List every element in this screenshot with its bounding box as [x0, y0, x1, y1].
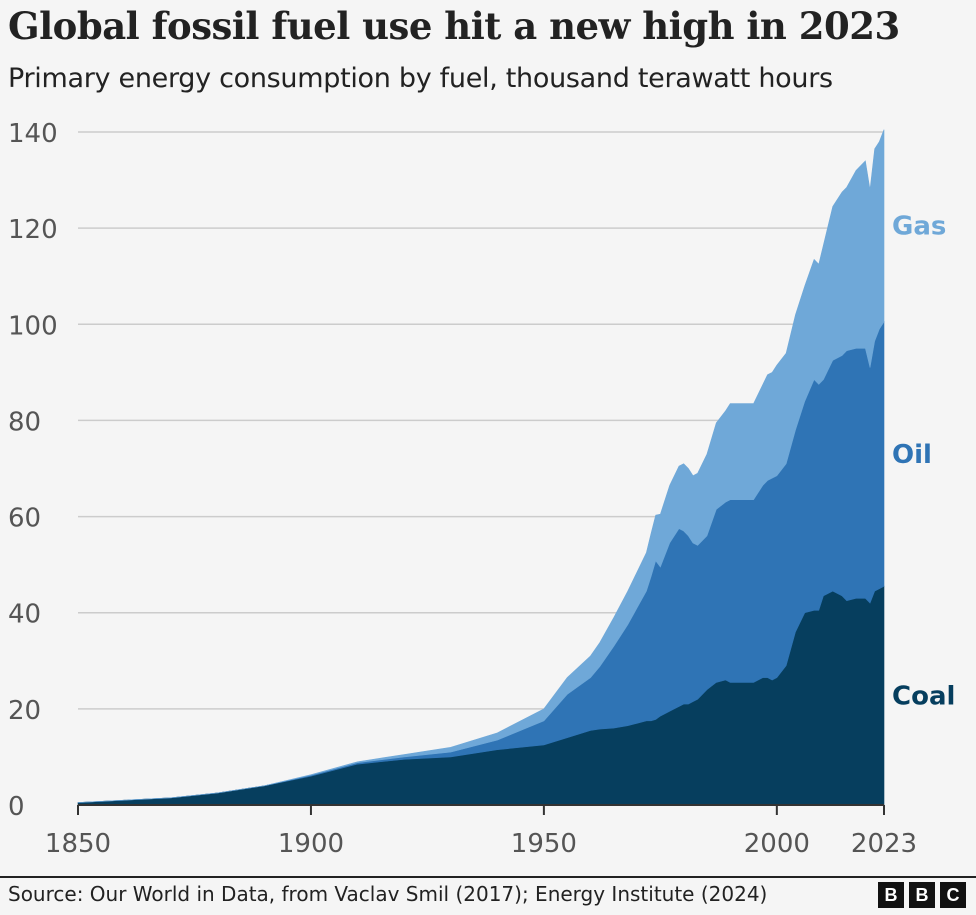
bbc-logo-block: B — [878, 882, 904, 908]
stacked-area-chart: 0 20 40 60 80 100 120 140 1850 1900 1950 2000 2023 C… — [8, 119, 955, 859]
chart-subtitle: Primary energy consumption by fuel, thou… — [8, 63, 833, 94]
series-label-coal: Coal — [892, 682, 955, 712]
bbc-logo-block: C — [940, 882, 966, 908]
y-tick-label: 80 — [8, 407, 41, 437]
x-tick-label: 1850 — [45, 829, 111, 859]
y-tick-label: 20 — [8, 696, 41, 726]
area-series — [77, 129, 885, 806]
x-tick-label: 2023 — [851, 829, 917, 859]
axes: 0 20 40 60 80 100 120 140 1850 1900 1950 2000 2023 — [8, 119, 917, 859]
chart-title: Global fossil fuel use hit a new high in… — [8, 4, 900, 48]
source-divider — [0, 876, 976, 878]
series-label-oil: Oil — [892, 440, 932, 470]
y-tick-label: 40 — [8, 600, 41, 630]
source-note: Source: Our World in Data, from Vaclav S… — [8, 882, 768, 906]
y-tick-label: 120 — [8, 215, 58, 245]
area-gas — [77, 129, 885, 803]
x-tick-label: 2000 — [744, 829, 810, 859]
y-tick-label: 60 — [8, 504, 41, 534]
series-labels: Coal Oil Gas — [892, 212, 955, 712]
x-tick-label: 1950 — [511, 829, 577, 859]
y-tick-label: 100 — [8, 311, 58, 341]
bbc-logo-block: B — [909, 882, 935, 908]
bbc-logo: B B C — [878, 882, 966, 908]
y-tick-label: 140 — [8, 119, 58, 149]
series-label-gas: Gas — [892, 212, 946, 242]
y-tick-label: 0 — [8, 792, 25, 822]
x-tick-label: 1900 — [278, 829, 344, 859]
